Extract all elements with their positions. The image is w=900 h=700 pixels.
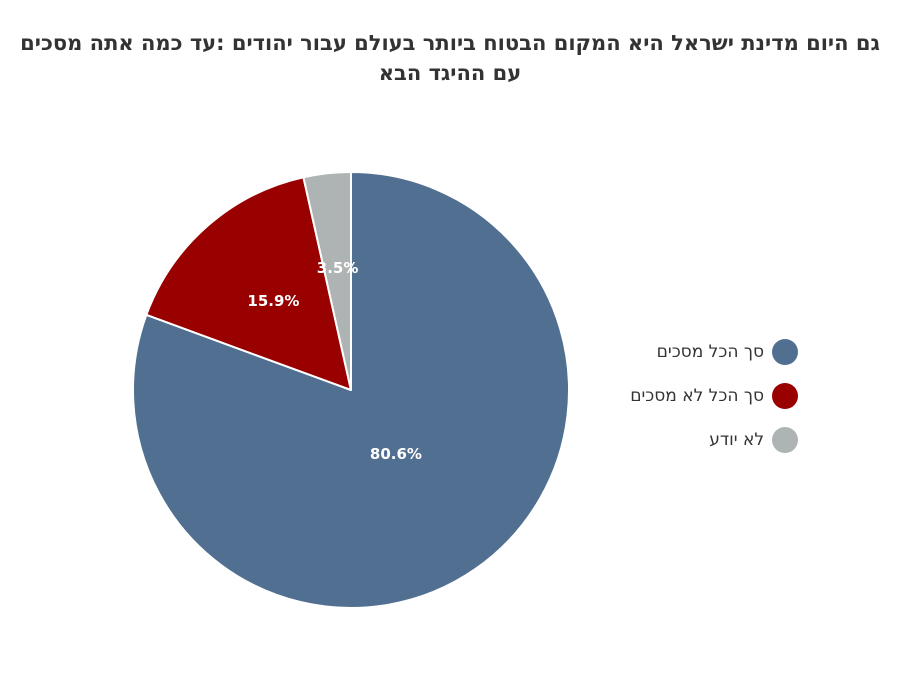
legend-item-disagree[interactable]: סך הכל לא מסכים: [630, 374, 798, 418]
legend-swatch-dont-know: [772, 427, 798, 453]
pie-slice-disagree[interactable]: [145, 176, 352, 391]
legend: סך הכל מסכים סך הכל לא מסכים לא יודע: [630, 330, 798, 462]
legend-label-dont-know: לא יודע: [709, 430, 764, 450]
slice-label-disagree: 15.9%: [247, 292, 299, 310]
legend-swatch-agree: [772, 339, 798, 365]
slice-label-dont-know: 3.5%: [317, 259, 359, 277]
pie-slice-dont-know[interactable]: [302, 171, 352, 391]
legend-item-dont-know[interactable]: לא יודע: [630, 418, 798, 462]
slice-label-agree: 80.6%: [370, 445, 422, 463]
legend-label-agree: סך הכל מסכים: [656, 342, 764, 362]
legend-label-disagree: סך הכל לא מסכים: [630, 386, 764, 406]
legend-swatch-disagree: [772, 383, 798, 409]
slice-labels: 80.6% 15.9% 3.5%: [247, 259, 422, 463]
chart-title: גם היום מדינת ישראל היא המקום הבטוח ביות…: [20, 31, 880, 85]
pie-slices: [132, 171, 570, 609]
legend-item-agree[interactable]: סך הכל מסכים: [630, 330, 798, 374]
